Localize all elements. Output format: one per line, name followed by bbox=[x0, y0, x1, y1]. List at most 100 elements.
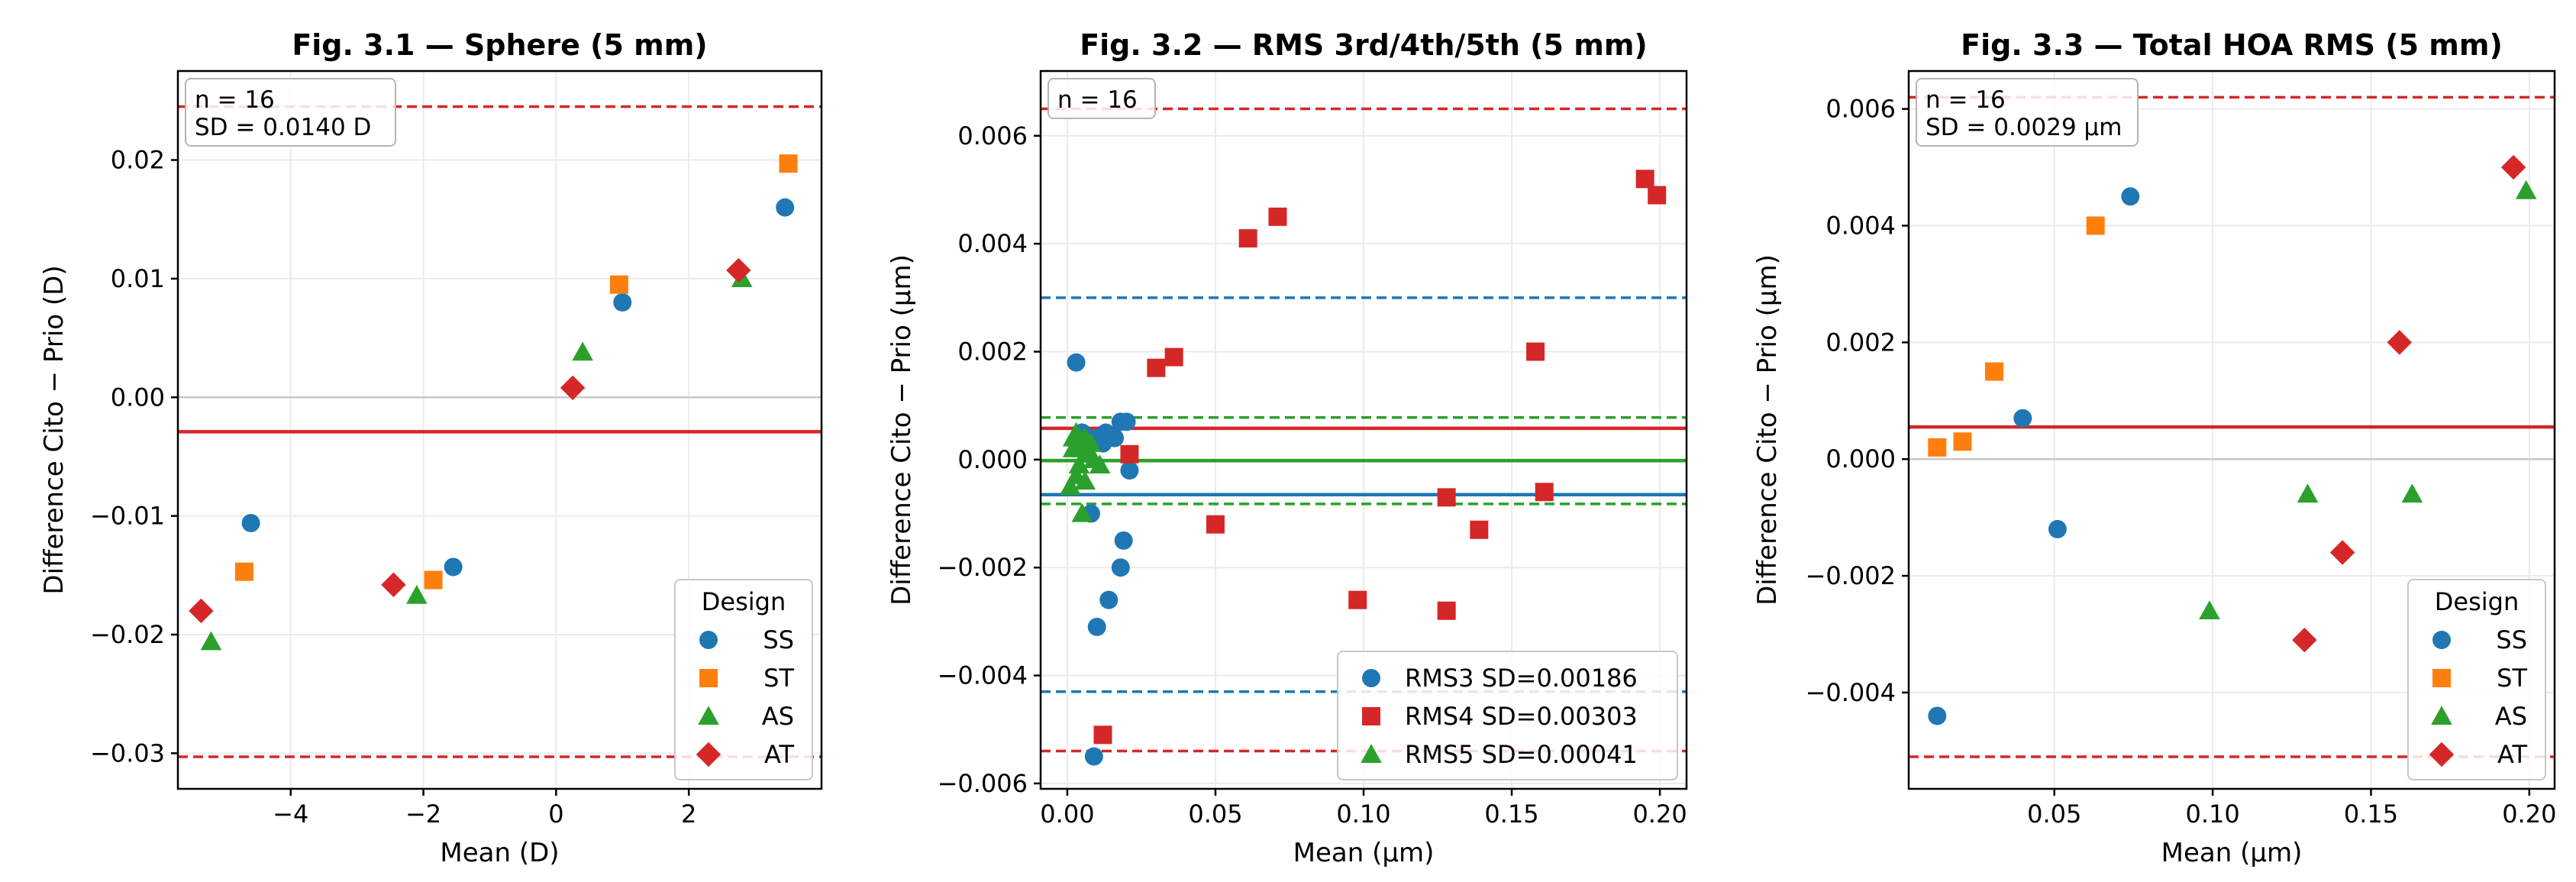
x-axis-label: Mean (µm) bbox=[2161, 838, 2303, 868]
stats-line: n = 16 bbox=[195, 86, 275, 114]
stats-box bbox=[185, 78, 396, 147]
data-point bbox=[200, 631, 222, 651]
legend-marker bbox=[2432, 631, 2451, 649]
legend-marker bbox=[1361, 744, 1382, 764]
data-point bbox=[1111, 558, 1130, 577]
legend-label: AT bbox=[2497, 740, 2527, 769]
plot-frame bbox=[1907, 69, 2556, 790]
series-circle bbox=[241, 198, 795, 577]
data-point bbox=[2013, 409, 2032, 428]
data-point bbox=[1080, 432, 1102, 452]
series-diamond bbox=[2292, 154, 2526, 653]
data-point bbox=[1067, 353, 1086, 372]
chart-title: Fig. 3.2 — RMS 3rd/4th/5th (5 mm) bbox=[1080, 28, 1648, 62]
y-axis-label: Difference Cito − Prio (D) bbox=[39, 265, 69, 594]
data-point bbox=[406, 584, 428, 604]
legend-label: ST bbox=[2497, 664, 2527, 693]
data-point bbox=[2329, 540, 2355, 565]
y-tick-label: −0.002 bbox=[1806, 561, 1896, 590]
stats-line: SD = 0.0029 µm bbox=[1926, 114, 2122, 141]
data-point bbox=[609, 275, 628, 294]
data-point bbox=[1099, 590, 1119, 609]
stats-box bbox=[1048, 78, 1156, 119]
data-point bbox=[2500, 154, 2526, 180]
data-point bbox=[1984, 362, 2003, 381]
data-point bbox=[1635, 170, 1654, 189]
data-point bbox=[560, 375, 586, 401]
data-point bbox=[1348, 590, 1367, 609]
data-point bbox=[1084, 747, 1103, 766]
chart-title: Fig. 3.3 — Total HOA RMS (5 mm) bbox=[1961, 28, 2503, 62]
data-point bbox=[1928, 706, 1947, 725]
data-point bbox=[2048, 519, 2067, 538]
chart-title: Fig. 3.1 — Sphere (5 mm) bbox=[292, 28, 707, 62]
y-tick-label: −0.03 bbox=[90, 738, 165, 767]
legend-marker bbox=[699, 631, 718, 649]
x-tick-label: 0.10 bbox=[2185, 800, 2239, 829]
data-point bbox=[2199, 600, 2220, 619]
data-point bbox=[2515, 179, 2537, 199]
data-point bbox=[1953, 432, 1972, 451]
data-point bbox=[1114, 531, 1133, 550]
data-point bbox=[1087, 617, 1106, 636]
data-point bbox=[1147, 358, 1166, 377]
stats-box bbox=[1916, 78, 2139, 147]
y-tick-label: 0.006 bbox=[957, 121, 1028, 150]
x-tick-label: 0.05 bbox=[1188, 800, 1242, 829]
data-point bbox=[1437, 601, 1456, 620]
series-triangle bbox=[1060, 422, 1111, 522]
x-tick-label: 0.00 bbox=[1040, 800, 1094, 829]
data-point bbox=[1164, 347, 1183, 367]
legend-title: Design bbox=[2435, 587, 2519, 616]
y-tick-label: 0.01 bbox=[111, 264, 165, 293]
series-diamond bbox=[189, 257, 751, 624]
plot-frame bbox=[176, 69, 823, 790]
x-tick-label: 0.15 bbox=[2344, 800, 2398, 829]
data-point bbox=[1648, 186, 1667, 205]
x-tick-label: 0.20 bbox=[1632, 800, 1687, 829]
series-square bbox=[234, 154, 798, 590]
data-point bbox=[2297, 483, 2319, 503]
data-point bbox=[381, 572, 406, 597]
data-point bbox=[1106, 428, 1125, 447]
y-tick-label: 0.006 bbox=[1825, 95, 1896, 124]
y-tick-label: 0.004 bbox=[957, 229, 1028, 258]
data-point bbox=[1470, 520, 1489, 539]
y-tick-label: −0.002 bbox=[938, 553, 1028, 582]
data-point bbox=[1093, 725, 1112, 745]
series-circle bbox=[1928, 187, 2140, 725]
y-tick-label: 0.00 bbox=[111, 383, 165, 412]
stats-line: SD = 0.0140 D bbox=[195, 114, 371, 141]
y-tick-label: 0.002 bbox=[1825, 328, 1896, 357]
y-tick-label: −0.01 bbox=[90, 502, 165, 531]
data-point bbox=[2086, 216, 2105, 235]
legend-label: RMS5 SD=0.00041 bbox=[1405, 740, 1638, 769]
data-point bbox=[444, 557, 463, 577]
y-tick-label: 0.000 bbox=[1825, 444, 1896, 473]
y-tick-label: 0.000 bbox=[957, 445, 1028, 474]
legend-marker bbox=[2432, 669, 2451, 687]
data-point bbox=[1060, 476, 1081, 496]
legend-label: RMS4 SD=0.00303 bbox=[1405, 702, 1638, 731]
data-point bbox=[2401, 483, 2423, 503]
data-point bbox=[1120, 444, 1139, 464]
legend-title: Design bbox=[702, 587, 786, 616]
stats-line: n = 16 bbox=[1926, 86, 2006, 114]
x-axis-label: Mean (D) bbox=[440, 838, 559, 868]
series-square bbox=[1093, 170, 1667, 745]
legend-label: AS bbox=[2495, 702, 2527, 731]
data-point bbox=[613, 292, 632, 312]
data-point bbox=[1238, 229, 1257, 248]
y-tick-label: −0.006 bbox=[938, 769, 1028, 798]
x-axis-label: Mean (µm) bbox=[1293, 838, 1435, 868]
data-point bbox=[726, 257, 751, 283]
data-point bbox=[241, 513, 260, 532]
data-point bbox=[2387, 330, 2412, 355]
series-square bbox=[1928, 216, 2105, 457]
data-point bbox=[572, 341, 593, 361]
x-tick-label: −4 bbox=[273, 800, 308, 829]
y-tick-label: 0.004 bbox=[1825, 212, 1896, 241]
legend-marker bbox=[2431, 706, 2452, 725]
y-axis-label: Difference Cito − Prio (µm) bbox=[886, 254, 917, 606]
